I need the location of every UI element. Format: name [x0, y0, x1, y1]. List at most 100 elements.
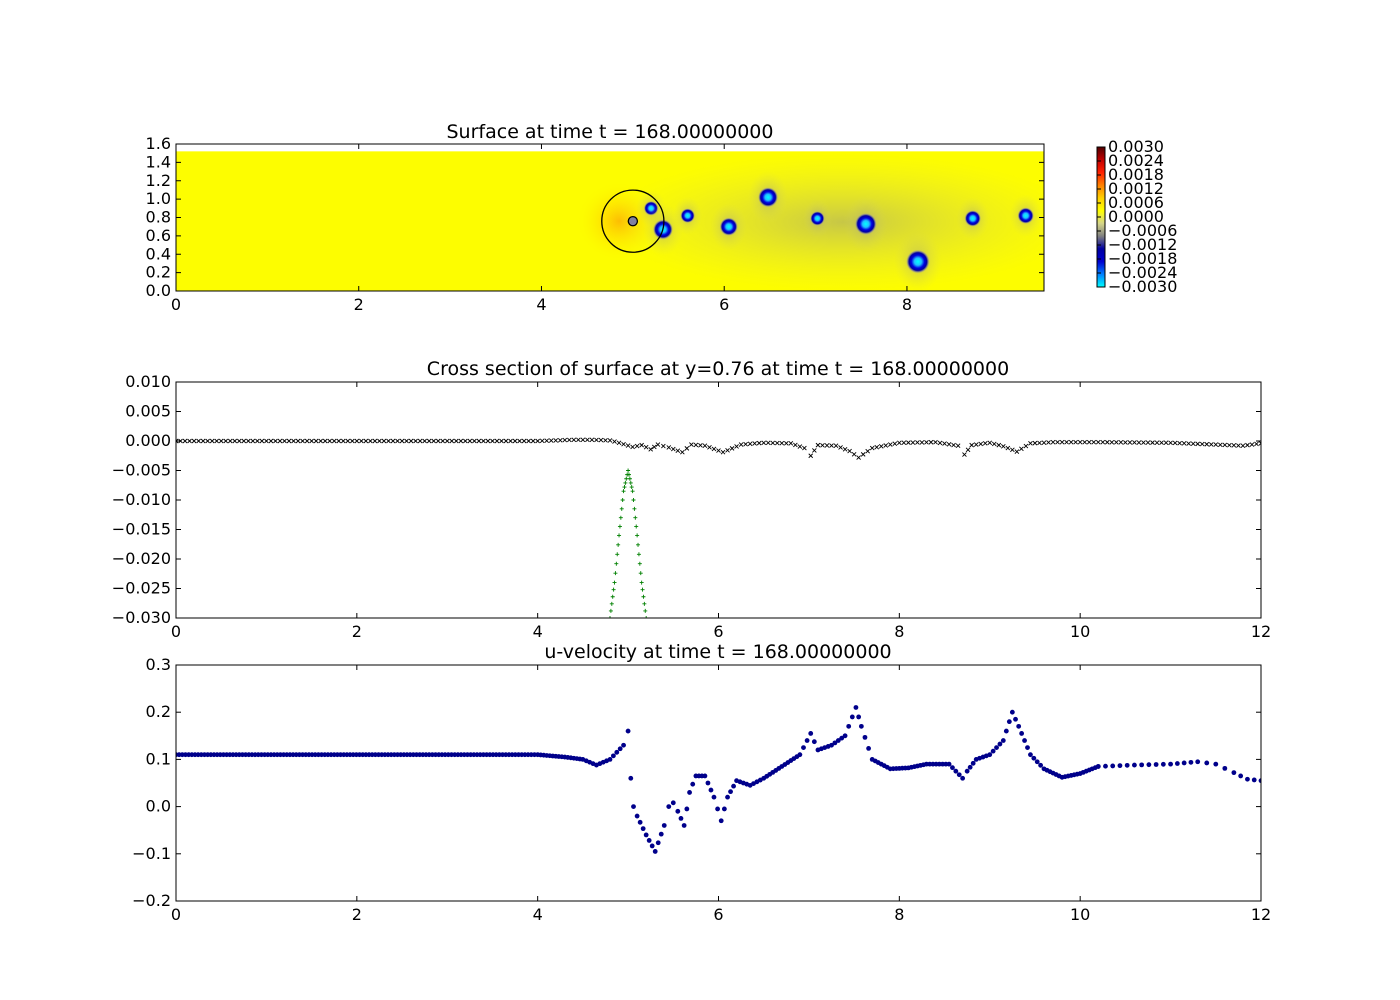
- cross-section-point: [1217, 442, 1223, 448]
- cross-section-point: [612, 439, 617, 444]
- cross-section-point: [996, 442, 1002, 448]
- cross-section-xtick-label: 12: [1251, 622, 1271, 641]
- cross-section-point: [607, 438, 613, 443]
- cross-section-xtick-label: 10: [1070, 622, 1090, 641]
- cross-section-point: [991, 441, 997, 447]
- cross-section-point: [1046, 440, 1051, 445]
- u-velocity-point: [849, 714, 855, 720]
- u-velocity-point: [801, 745, 806, 750]
- cross-section-point: [481, 438, 486, 444]
- cross-section-point: [808, 453, 814, 459]
- u-velocity-point: [987, 752, 993, 758]
- cross-section-point: [431, 438, 437, 444]
- body-outer-circle: [601, 189, 665, 253]
- cross-section-point: [802, 445, 807, 451]
- cross-section-ytick-label: 0.010: [125, 372, 171, 391]
- cross-section-point: [264, 438, 269, 444]
- cross-section-point: [1041, 440, 1047, 445]
- cross-section-point: [883, 443, 889, 448]
- cross-section-point: [973, 442, 979, 447]
- cross-section-point: [788, 441, 794, 446]
- u-velocity-point: [1231, 770, 1237, 776]
- cross-section-body-point: [634, 524, 639, 529]
- cross-section-body-point: [617, 524, 622, 529]
- cross-section-point: [295, 438, 301, 444]
- cross-section-point: [1028, 441, 1033, 446]
- cross-section-point: [1240, 443, 1246, 449]
- cross-section-point: [725, 447, 730, 453]
- u-velocity-point: [1031, 755, 1037, 761]
- u-velocity-point: [853, 705, 859, 710]
- u-velocity-point: [1013, 716, 1018, 722]
- u-velocity-point: [637, 819, 643, 825]
- cross-section-point: [277, 438, 283, 444]
- u-velocity-ticks: 0 2 4 6 8 10 12 0.3 0.2 0.1 0.0 −0.1 −0.2: [132, 655, 1271, 924]
- cross-section-point: [838, 445, 843, 450]
- cross-section-point: [955, 443, 961, 449]
- cross-section-point: [716, 448, 721, 453]
- cross-section-point: [625, 443, 631, 448]
- cross-section-body-point: [615, 552, 620, 557]
- cross-section-point: [711, 446, 717, 452]
- cross-section-point: [1231, 443, 1237, 448]
- cross-section-title: Cross section of surface at y=0.76 at ti…: [427, 358, 1009, 380]
- surface-ytick-label: 1.2: [146, 171, 171, 190]
- u-velocity-point: [832, 740, 838, 746]
- cross-section-point: [982, 441, 988, 446]
- cross-section-point: [318, 438, 323, 444]
- cross-section-point: [643, 444, 649, 450]
- cross-section-body-point: [631, 498, 636, 502]
- cross-section-point: [815, 442, 821, 448]
- cross-section-point: [494, 438, 500, 444]
- surface-ytick-label: 0.2: [146, 263, 171, 282]
- cross-section-point: [209, 438, 215, 444]
- cross-section-point: [797, 444, 803, 449]
- cross-section-body-point: [639, 580, 644, 585]
- cross-section-point: [1190, 441, 1196, 447]
- cross-section-point: [887, 442, 893, 447]
- u-velocity-point: [1160, 761, 1166, 767]
- cross-section-point: [1213, 442, 1219, 447]
- cross-section-point: [897, 440, 902, 446]
- u-velocity-marks: [176, 705, 1261, 854]
- cross-section-point: [205, 438, 210, 444]
- cross-section-body-point: [616, 542, 621, 547]
- cross-section-point: [747, 441, 753, 447]
- cross-section-point: [476, 438, 482, 444]
- cross-section-ytick-label: 0.005: [125, 402, 171, 421]
- cross-section-xtick-label: 0: [171, 622, 181, 641]
- u-velocity-point: [1103, 763, 1108, 769]
- cross-section-point: [241, 438, 247, 444]
- cross-section-body-point: [614, 561, 619, 566]
- cross-section-point: [322, 438, 328, 444]
- cross-section-point: [291, 438, 296, 444]
- u-velocity-point: [1222, 765, 1228, 771]
- colorbar-tick-label: 0.0012: [1108, 179, 1164, 198]
- u-velocity-point: [1245, 776, 1250, 782]
- cross-section-point: [282, 438, 287, 444]
- cross-section-point: [937, 440, 943, 446]
- cross-section-point: [386, 438, 391, 444]
- cross-section-point: [634, 443, 640, 449]
- cross-section-point: [1032, 440, 1038, 446]
- cross-section-point: [255, 438, 260, 444]
- cross-section-point: [906, 440, 911, 445]
- u-velocity-point: [1117, 763, 1123, 769]
- u-velocity-point: [643, 832, 649, 838]
- u-velocity-point: [858, 723, 864, 729]
- cross-section-point: [761, 440, 767, 446]
- cross-section-point: [548, 438, 554, 443]
- u-velocity-point: [1038, 762, 1044, 768]
- u-velocity-point: [1025, 745, 1030, 750]
- u-velocity-point: [731, 783, 736, 789]
- colorbar: 0.00300.00240.00180.00120.00060.0000−0.0…: [1096, 137, 1177, 296]
- cross-section-point: [1245, 442, 1250, 448]
- cross-section-point: [426, 438, 432, 444]
- cross-section-point: [503, 438, 509, 444]
- u-velocity-point: [1016, 723, 1022, 729]
- cross-section-point: [571, 437, 577, 443]
- cross-section-body-point: [624, 476, 629, 481]
- cross-section-point: [1177, 440, 1182, 446]
- vortex: [719, 217, 738, 236]
- u-velocity-point: [728, 789, 733, 795]
